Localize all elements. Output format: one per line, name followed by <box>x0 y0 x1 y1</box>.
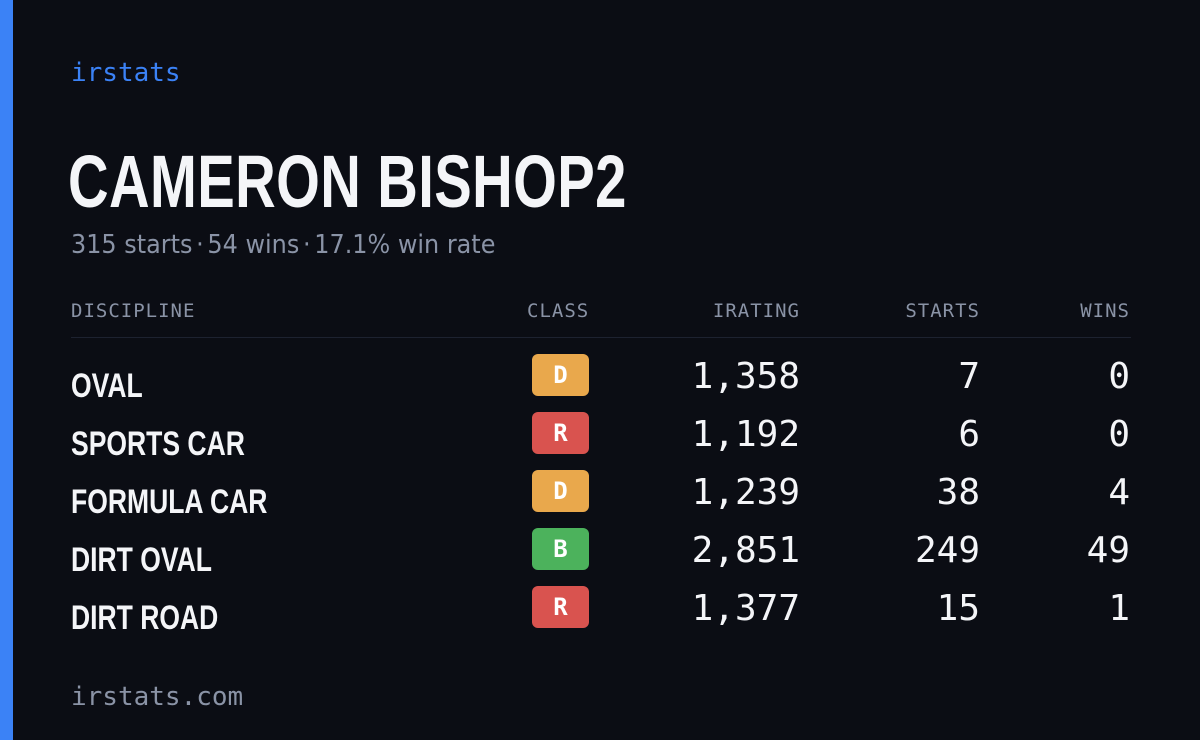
class-badge: D <box>532 470 589 512</box>
class-badge: B <box>532 528 589 570</box>
starts-value: 7 <box>958 356 980 397</box>
table-row: SPORTS CAR R 1,192 6 0 <box>71 410 1131 468</box>
table-row: OVAL D 1,358 7 0 <box>71 352 1131 410</box>
summary-win-rate: 17.1% win rate <box>314 230 496 260</box>
wins-value: 0 <box>1108 414 1130 455</box>
irating-value: 1,377 <box>691 588 800 629</box>
wins-value: 49 <box>1086 530 1130 571</box>
header-starts: STARTS <box>905 300 980 322</box>
header-irating: IRATING <box>712 300 800 322</box>
class-badge: R <box>532 412 589 454</box>
class-badge: R <box>532 586 589 628</box>
header-wins: WINS <box>1080 300 1130 322</box>
summary-separator: · <box>196 230 204 260</box>
irating-value: 1,239 <box>691 472 800 513</box>
starts-value: 15 <box>936 588 980 629</box>
irating-value: 1,192 <box>691 414 800 455</box>
discipline-name: FORMULA CAR <box>71 483 268 521</box>
summary-wins: 54 wins <box>207 230 300 260</box>
stats-table-body: OVAL D 1,358 7 0 SPORTS CAR R 1,192 6 0 … <box>71 352 1131 642</box>
starts-value: 249 <box>914 530 980 571</box>
footer-url: irstats.com <box>71 682 244 712</box>
discipline-name: DIRT ROAD <box>71 599 219 637</box>
starts-value: 6 <box>958 414 980 455</box>
table-row: DIRT OVAL B 2,851 249 49 <box>71 526 1131 584</box>
starts-value: 38 <box>936 472 980 513</box>
player-name: CAMERON BISHOP2 <box>68 140 627 223</box>
discipline-name: OVAL <box>71 367 143 405</box>
brand-logo-text: irstats <box>71 58 181 88</box>
table-header: DISCIPLINE CLASS IRATING STARTS WINS <box>71 300 1131 326</box>
discipline-name: DIRT OVAL <box>71 541 212 579</box>
player-summary: 315 starts · 54 wins · 17.1% win rate <box>71 229 495 261</box>
irating-value: 1,358 <box>691 356 800 397</box>
summary-starts: 315 starts <box>71 230 193 260</box>
wins-value: 0 <box>1108 356 1130 397</box>
table-row: DIRT ROAD R 1,377 15 1 <box>71 584 1131 642</box>
header-class: CLASS <box>527 300 590 322</box>
table-row: FORMULA CAR D 1,239 38 4 <box>71 468 1131 526</box>
irating-value: 2,851 <box>691 530 800 571</box>
header-divider <box>71 337 1131 338</box>
class-badge: D <box>532 354 589 396</box>
summary-separator: · <box>302 230 311 260</box>
wins-value: 4 <box>1108 472 1130 513</box>
header-discipline: DISCIPLINE <box>71 300 196 322</box>
discipline-name: SPORTS CAR <box>71 425 245 463</box>
accent-bar <box>0 0 13 740</box>
wins-value: 1 <box>1108 588 1130 629</box>
